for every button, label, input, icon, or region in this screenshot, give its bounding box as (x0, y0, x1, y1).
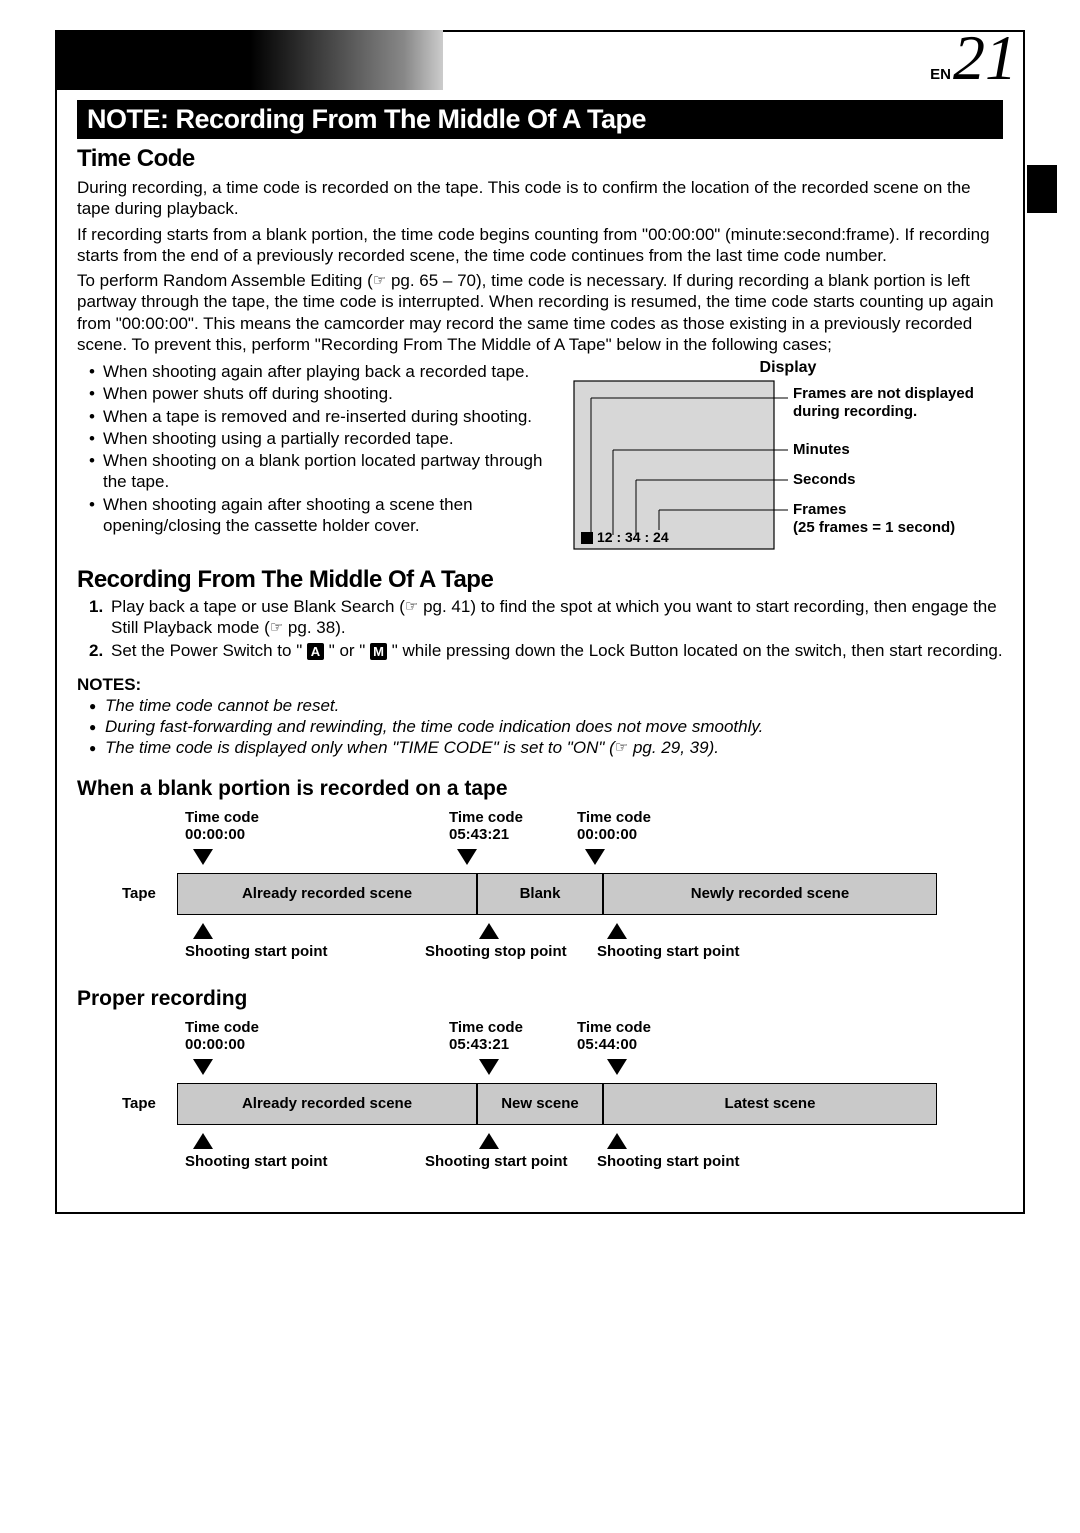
point-label: Shooting start point (425, 1153, 567, 1170)
page-ref-icon: ☞ (373, 272, 386, 291)
tc-label: Time code00:00:00 (185, 809, 259, 844)
tc-label: Time code05:43:21 (449, 1019, 523, 1054)
step1-pg2: pg. 38 (288, 618, 335, 637)
page-ref-icon: ☞ (615, 739, 628, 758)
step1-a: Play back a tape or use Blank Search ( (111, 597, 405, 616)
tape-segment: Already recorded scene (177, 1083, 477, 1125)
mode-a-icon: A (307, 643, 324, 660)
timecode-para1: During recording, a time code is recorde… (77, 177, 1003, 220)
manual-page: EN 21 NOTE: Recording From The Middle Of… (55, 30, 1025, 1214)
display-time: 12 : 34 : 24 (597, 529, 669, 545)
step2-b: " or " (324, 641, 370, 660)
timecode-para3: To perform Random Assemble Editing (☞ pg… (77, 270, 1003, 355)
label-seconds: Seconds (793, 471, 856, 488)
step1-c: ). (335, 618, 345, 637)
blank-heading: When a blank portion is recorded on a ta… (77, 777, 1003, 801)
timecode-para2: If recording starts from a blank portion… (77, 224, 1003, 267)
tc-label: Time code00:00:00 (185, 1019, 259, 1054)
display-col: Display (573, 359, 1003, 560)
label-frames: Frames (793, 501, 846, 518)
tape-segment: Already recorded scene (177, 873, 477, 915)
mode-m-icon: M (370, 643, 387, 660)
display-screen (574, 381, 774, 549)
bullets-col: When shooting again after playing back a… (77, 359, 559, 560)
bullet-item: When shooting again after shooting a sce… (89, 494, 559, 537)
page-number: 21 (953, 26, 1017, 90)
point-label: Shooting start point (597, 943, 739, 960)
note-item: During fast-forwarding and rewinding, th… (89, 716, 1003, 737)
notes-list: The time code cannot be reset. During fa… (89, 695, 1003, 759)
display-label: Display (573, 359, 1003, 377)
note3-a: The time code is displayed only when "TI… (105, 738, 615, 757)
recording-steps: 1. Play back a tape or use Blank Search … (89, 596, 1003, 661)
display-svg: 12 : 34 : 24 Frames are not displayed du… (573, 380, 1003, 555)
tc-label: Time code00:00:00 (577, 809, 651, 844)
main-title: NOTE: Recording From The Middle Of A Tap… (77, 100, 1003, 139)
bullet-item: When shooting again after playing back a… (89, 361, 559, 382)
step1-pg1: pg. 41 (423, 597, 470, 616)
tape-label: Tape (122, 885, 156, 902)
tape-segment: Newly recorded scene (603, 873, 937, 915)
tc-indicator-icon (581, 532, 593, 544)
timecode-heading: Time Code (77, 145, 1003, 173)
note3-pg: pg. 29, 39 (633, 738, 709, 757)
tape-diagram-proper: Time code00:00:00 Time code05:43:21 Time c… (107, 1017, 987, 1179)
note3-b: ). (709, 738, 719, 757)
proper-heading: Proper recording (77, 987, 1003, 1011)
frames-note-2: during recording. (793, 403, 917, 420)
label-minutes: Minutes (793, 441, 850, 458)
frames-note-1: Frames are not displayed (793, 385, 974, 402)
para3-pg: pg. 65 – 70 (391, 271, 476, 290)
timecode-bullets: When shooting again after playing back a… (89, 361, 559, 536)
tape-segment: Latest scene (603, 1083, 937, 1125)
label-frames-sub: (25 frames = 1 second) (793, 519, 955, 536)
tape-diagram-blank: Time code00:00:00 Time code05:43:21 Time c… (107, 807, 987, 969)
step-2: 2. Set the Power Switch to " A " or " M … (89, 640, 1003, 661)
point-label: Shooting start point (597, 1153, 739, 1170)
tape-label: Tape (122, 1095, 156, 1112)
bullets-and-display: When shooting again after playing back a… (77, 359, 1003, 560)
display-diagram: Display (573, 359, 1003, 560)
point-label: Shooting start point (185, 943, 327, 960)
tape-segment: Blank (477, 873, 603, 915)
point-label: Shooting stop point (425, 943, 567, 960)
point-label: Shooting start point (185, 1153, 327, 1170)
notes-heading: NOTES: (77, 675, 1003, 695)
page-ref-icon: ☞ (405, 598, 418, 617)
header-gradient-bar (57, 30, 443, 90)
header: EN 21 (57, 30, 1023, 90)
page-en-prefix: EN (930, 66, 951, 83)
step2-a: Set the Power Switch to " (111, 641, 307, 660)
note-item: The time code is displayed only when "TI… (89, 737, 1003, 758)
side-tab (1027, 165, 1057, 213)
tape-segment: New scene (477, 1083, 603, 1125)
page-ref-icon: ☞ (270, 619, 283, 638)
tc-label: Time code05:43:21 (449, 809, 523, 844)
bullet-item: When power shuts off during shooting. (89, 383, 559, 404)
step-1: 1. Play back a tape or use Blank Search … (89, 596, 1003, 639)
recording-heading: Recording From The Middle Of A Tape (77, 566, 1003, 594)
step2-c: " while pressing down the Lock Button lo… (387, 641, 1003, 660)
tc-label: Time code05:44:00 (577, 1019, 651, 1054)
bullet-item: When shooting using a partially recorded… (89, 428, 559, 449)
para3-a: To perform Random Assemble Editing ( (77, 271, 373, 290)
note-item: The time code cannot be reset. (89, 695, 1003, 716)
page-number-wrap: EN 21 (930, 26, 1023, 90)
bullet-item: When a tape is removed and re-inserted d… (89, 406, 559, 427)
bullet-item: When shooting on a blank portion located… (89, 450, 559, 493)
